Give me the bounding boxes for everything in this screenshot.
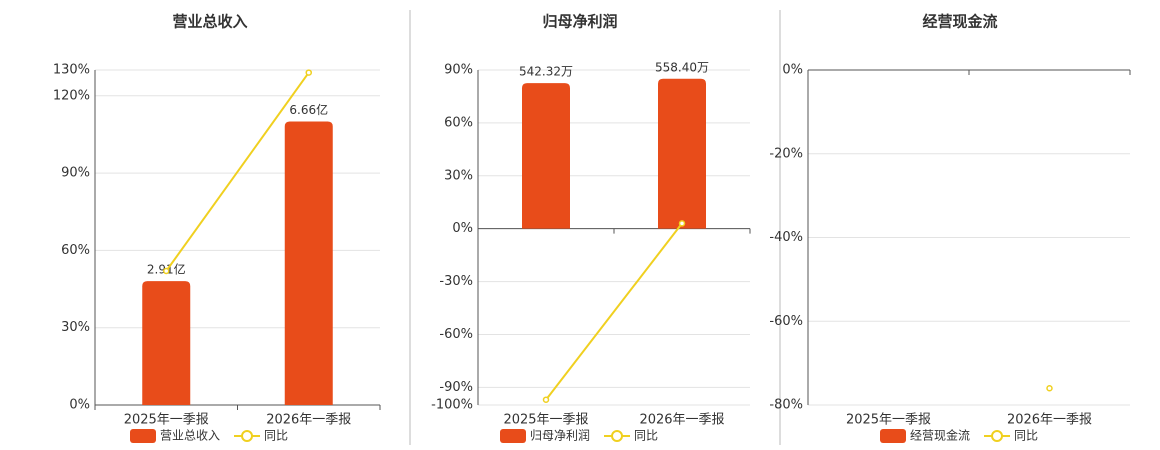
y-tick-label: 90% xyxy=(61,166,90,181)
legend-swatch xyxy=(611,430,624,442)
bar xyxy=(142,281,191,405)
legend-swatch xyxy=(500,429,526,443)
y-tick-label: 30% xyxy=(61,320,90,335)
y-tick-label: -60% xyxy=(769,314,803,329)
y-tick-label: -80% xyxy=(769,398,803,413)
line xyxy=(545,222,683,401)
y-tick-label: 130% xyxy=(53,63,90,78)
legend-swatch xyxy=(241,430,254,442)
legend-label: 同比 xyxy=(1014,429,1038,443)
legend-label: 归母净利润 xyxy=(530,429,590,443)
y-tick-label: 120% xyxy=(53,88,90,103)
line-point xyxy=(305,69,312,76)
value-label: 542.32万 xyxy=(519,65,573,79)
y-tick-label: -60% xyxy=(439,327,473,342)
value-label: 6.66亿 xyxy=(289,102,328,117)
y-tick-label: -30% xyxy=(439,274,473,289)
value-label: 558.40万 xyxy=(655,60,709,74)
y-tick-label: 30% xyxy=(444,168,473,183)
x-tick-label: 2025年一季报 xyxy=(503,413,588,428)
x-tick-label: 2025年一季报 xyxy=(124,413,209,428)
y-tick-label: 0% xyxy=(782,63,803,78)
legend-swatch xyxy=(880,429,906,443)
line-point xyxy=(678,220,686,227)
y-tick-label: 0% xyxy=(69,398,90,413)
y-tick-label: -90% xyxy=(439,380,473,395)
chart-title: 营业总收入 xyxy=(172,13,247,31)
legend-swatch xyxy=(130,429,156,443)
y-tick-label: 90% xyxy=(444,63,473,78)
y-tick-label: -100% xyxy=(431,398,473,413)
legend-label: 营业总收入 xyxy=(160,429,220,443)
y-tick-label: 60% xyxy=(444,115,473,130)
bar xyxy=(284,121,333,406)
line-point xyxy=(542,396,550,403)
line xyxy=(165,71,310,272)
line-point xyxy=(163,267,170,275)
legend-label: 经营现金流 xyxy=(910,428,970,443)
y-tick-label: 60% xyxy=(61,243,90,258)
legend-label: 同比 xyxy=(634,429,658,443)
x-tick-label: 2025年一季报 xyxy=(846,413,931,428)
y-tick-label: -20% xyxy=(769,146,803,161)
x-tick-label: 2026年一季报 xyxy=(266,413,351,428)
bar xyxy=(522,83,570,229)
line-point xyxy=(1046,385,1053,392)
legend-swatch xyxy=(991,430,1004,442)
bar xyxy=(658,78,706,229)
legend-label: 同比 xyxy=(264,429,288,443)
x-tick-label: 2026年一季报 xyxy=(639,413,724,428)
chart-title: 归母净利润 xyxy=(542,13,617,31)
x-tick-label: 2026年一季报 xyxy=(1007,413,1092,428)
y-tick-label: -40% xyxy=(769,230,803,245)
chart-title: 经营现金流 xyxy=(922,13,997,31)
y-tick-label: 0% xyxy=(452,221,473,236)
